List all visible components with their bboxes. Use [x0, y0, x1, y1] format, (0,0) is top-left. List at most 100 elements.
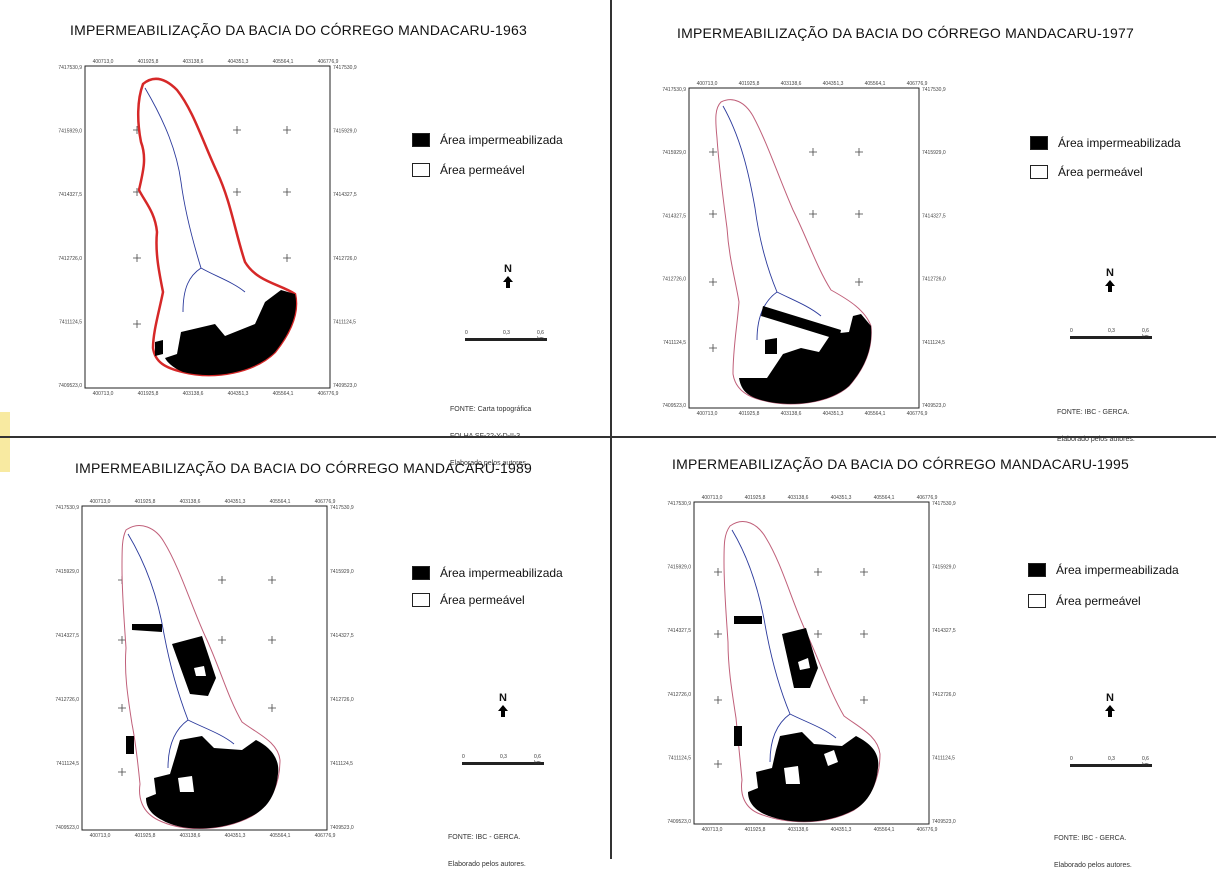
y-coord-label-left: 7414327,5 [662, 213, 686, 219]
y-coord-label-right: 7415929,0 [932, 565, 956, 571]
legend-permeable: Área permeável [1028, 594, 1141, 608]
map-title: IMPERMEABILIZAÇÃO DA BACIA DO CÓRREGO MA… [70, 22, 527, 38]
x-coord-label-top: 400713,0 [93, 59, 114, 65]
x-coord-label-top: 406776,9 [907, 81, 928, 87]
y-coord-label-right: 7414327,5 [922, 213, 946, 219]
watershed-map: 400713,0 400713,0 401925,8 401925,8 403138,6… [662, 81, 945, 417]
panel-1963: IMPERMEABILIZAÇÃO DA BACIA DO CÓRREGO MA… [0, 0, 610, 467]
north-arrow-icon [1105, 705, 1115, 717]
y-coord-label-left: 7417530,9 [55, 505, 79, 511]
x-coord-label-bottom: 405564,1 [865, 411, 886, 417]
scale-label-0: 0 [465, 330, 468, 336]
map-frame: 400713,0 400713,0 401925,8 401925,8 403138,6… [55, 498, 353, 839]
x-coord-label-bottom: 406776,9 [917, 827, 938, 833]
x-coord-label-bottom: 401925,8 [138, 391, 159, 397]
north-arrow-icon [498, 705, 508, 717]
y-coord-label-right: 7409523,0 [922, 403, 946, 409]
y-coord-label-left: 7415929,0 [662, 150, 686, 156]
y-coord-label-left: 7409523,0 [55, 825, 79, 831]
y-coord-label-right: 7415929,0 [330, 569, 354, 575]
x-coord-label-bottom: 406776,9 [315, 833, 336, 839]
river-line [144, 87, 246, 313]
north-label: N [504, 263, 512, 275]
y-coord-label-left: 7409523,0 [662, 403, 686, 409]
legend-label: Área impermeabilizada [440, 133, 563, 147]
watershed-map: 400713,0 400713,0 401925,8 401925,8 403138,6… [58, 59, 356, 397]
y-coord-label-right: 7417530,9 [922, 87, 946, 93]
map-title: IMPERMEABILIZAÇÃO DA BACIA DO CÓRREGO MA… [672, 456, 1129, 472]
north-label: N [499, 692, 507, 704]
x-coord-label-bottom: 403138,6 [180, 833, 201, 839]
x-coord-label-bottom: 400713,0 [93, 391, 114, 397]
scale-label-1: 0,3 [1108, 756, 1115, 762]
x-coord-label-bottom: 401925,8 [739, 411, 760, 417]
scale-label-1: 0,3 [500, 754, 507, 760]
x-coord-label-top: 406776,9 [315, 499, 336, 505]
legend-label: Área impermeabilizada [440, 566, 563, 580]
river-line [127, 533, 235, 769]
north-arrow: N [498, 263, 518, 288]
legend-swatch-black [412, 133, 430, 147]
y-coord-label-left: 7414327,5 [58, 192, 82, 198]
x-coord-label-top: 401925,8 [745, 495, 766, 501]
legend-swatch-black [1030, 136, 1048, 150]
x-coord-label-bottom: 403138,6 [781, 411, 802, 417]
source-line: Elaborado pelos autores. [448, 861, 526, 868]
panel-1989: IMPERMEABILIZAÇÃO DA BACIA DO CÓRREGO MA… [0, 438, 610, 868]
y-coord-label-right: 7409523,0 [932, 819, 956, 825]
y-coord-label-right: 7411124,5 [932, 755, 955, 761]
x-coord-label-top: 400713,0 [702, 495, 723, 501]
impervious-area [126, 624, 279, 829]
x-coord-label-bottom: 404351,3 [225, 833, 246, 839]
x-coord-label-bottom: 406776,9 [907, 411, 928, 417]
north-arrow: N [493, 692, 513, 717]
map-frame: 400713,0 400713,0 401925,8 401925,8 403138,6… [667, 492, 955, 833]
map-title: IMPERMEABILIZAÇÃO DA BACIA DO CÓRREGO MA… [75, 460, 532, 476]
scale-label-0: 0 [462, 754, 465, 760]
y-coord-label-right: 7412726,0 [333, 256, 357, 262]
x-coord-label-top: 406776,9 [318, 59, 339, 65]
x-coord-label-top: 405564,1 [865, 81, 886, 87]
y-coord-label-left: 7409523,0 [58, 383, 82, 389]
x-coord-label-bottom: 405564,1 [270, 833, 291, 839]
legend-swatch-black [1028, 563, 1046, 577]
y-coord-label-right: 7414327,5 [330, 633, 354, 639]
x-coord-label-bottom: 403138,6 [183, 391, 204, 397]
x-coord-label-bottom: 400713,0 [697, 411, 718, 417]
x-coord-label-bottom: 404351,3 [831, 827, 852, 833]
x-coord-label-top: 404351,3 [228, 59, 249, 65]
x-coord-label-top: 403138,6 [183, 59, 204, 65]
y-coord-label-left: 7411124,5 [56, 761, 79, 767]
north-label: N [1106, 267, 1114, 279]
x-coord-label-bottom: 401925,8 [135, 833, 156, 839]
source-line: Elaborado pelos autores. [450, 460, 528, 467]
x-coord-label-top: 405564,1 [273, 59, 294, 65]
north-arrow-icon [1105, 280, 1115, 292]
y-coord-label-left: 7411124,5 [668, 755, 691, 761]
x-coord-label-bottom: 404351,3 [823, 411, 844, 417]
y-coord-label-left: 7417530,9 [662, 87, 686, 93]
x-coord-label-top: 403138,6 [180, 499, 201, 505]
y-coord-label-right: 7412726,0 [330, 697, 354, 703]
scale-label-2: 0,6 km [534, 754, 541, 766]
legend-impermeable: Área impermeabilizada [1028, 563, 1179, 577]
x-coord-label-top: 404351,3 [225, 499, 246, 505]
y-coord-label-left: 7411124,5 [663, 340, 686, 346]
x-coord-label-top: 405564,1 [874, 495, 895, 501]
source-line: FONTE: IBC - GERCA. [448, 834, 521, 841]
legend-permeable: Área permeável [412, 163, 525, 177]
x-coord-label-top: 400713,0 [90, 499, 111, 505]
source-note: FONTE: IBC - GERCA. Elaborado pelos auto… [1057, 390, 1135, 462]
legend-swatch-white [412, 593, 430, 607]
source-note: FONTE: IBC - GERCA. Elaborado pelos auto… [1054, 816, 1132, 888]
legend-label: Área permeável [440, 163, 525, 177]
impervious-area [734, 616, 879, 822]
source-note: FONTE: IBC - GERCA. Elaborado pelos auto… [448, 815, 526, 887]
y-coord-label-right: 7412726,0 [932, 692, 956, 698]
y-coord-label-right: 7411124,5 [333, 319, 356, 325]
scale-label-0: 0 [1070, 328, 1073, 334]
y-coord-label-left: 7417530,9 [58, 65, 82, 71]
source-line: FONTE: Carta topográfica [450, 406, 532, 413]
legend-label: Área permeável [440, 593, 525, 607]
north-arrow: N [1100, 267, 1120, 292]
